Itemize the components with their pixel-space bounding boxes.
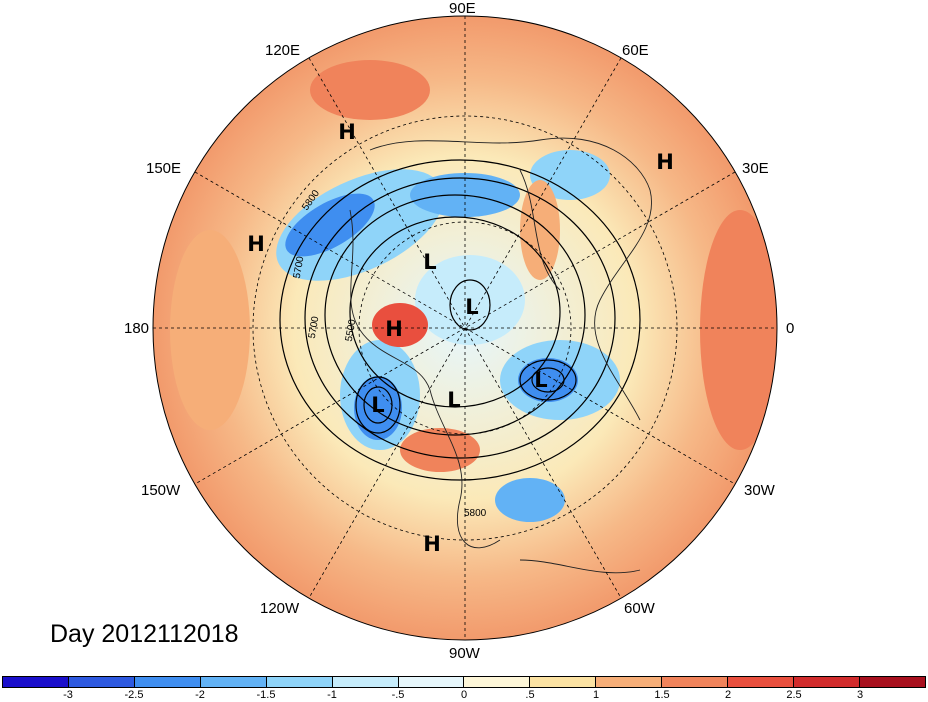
- colorbar-tick-label: -2.5: [124, 689, 144, 701]
- low-pressure-center: L: [371, 393, 385, 417]
- lon-label-30e: 30E: [742, 160, 769, 177]
- negative-anomaly-core: [354, 376, 402, 440]
- lon-label-60e: 60E: [622, 42, 649, 59]
- lon-label-30w: 30W: [744, 482, 775, 499]
- colorbar-swatch: [3, 677, 69, 687]
- colorbar-tick-label: .5: [525, 689, 535, 701]
- colorbar-tick-label: -.5: [391, 689, 405, 701]
- lon-label-120e: 120E: [265, 42, 301, 59]
- colorbar-swatch: [728, 677, 795, 687]
- lon-label-90e: 90E: [449, 0, 476, 17]
- lon-label-180: 180: [124, 320, 150, 337]
- colorbar-swatch: [134, 677, 201, 687]
- colorbar-swatch: [530, 677, 597, 687]
- colorbar-swatch: [398, 677, 465, 687]
- colorbar-tick-label: 2.5: [786, 689, 802, 701]
- colorbar-swatch: [266, 677, 333, 687]
- positive-anomaly-region: [520, 180, 560, 280]
- height-contours: [279, 159, 641, 481]
- high-pressure-center: H: [338, 120, 356, 144]
- colorbar-tick-label: -1.5: [256, 689, 276, 701]
- colorbar-swatch: [859, 677, 925, 687]
- high-pressure-center: H: [385, 317, 403, 341]
- lon-label-0: 0: [786, 320, 795, 337]
- graticule: [153, 16, 777, 640]
- positive-anomaly-region: [170, 230, 250, 430]
- high-pressure-center: H: [423, 532, 441, 556]
- lon-label-120w: 120W: [260, 600, 300, 617]
- contour-label: 5800: [464, 508, 487, 519]
- map-boundary: [152, 15, 778, 641]
- negative-anomaly-region: [415, 255, 525, 345]
- colorbar-swatch: [662, 677, 729, 687]
- colorbar-tick-label: 1.5: [654, 689, 670, 701]
- high-pressure-center: H: [247, 232, 265, 256]
- low-pressure-center: L: [423, 250, 437, 274]
- colorbar-tick-label: -3: [63, 689, 73, 701]
- colorbar-swatch: [200, 677, 267, 687]
- lon-label-60w: 60W: [624, 600, 655, 617]
- positive-anomaly-core: [372, 303, 428, 347]
- lon-label-150e: 150E: [146, 160, 182, 177]
- positive-anomaly-region: [700, 210, 777, 450]
- colorbar: [2, 676, 926, 688]
- colorbar-tick-label: 3: [856, 689, 864, 701]
- coastlines: [349, 137, 652, 574]
- date-title: Day 2012112018: [50, 620, 239, 648]
- negative-anomaly-core: [518, 358, 578, 402]
- colorbar-swatch: [332, 677, 399, 687]
- colorbar-swatch: [794, 677, 860, 687]
- colorbar-swatch: [464, 677, 531, 687]
- lon-label-150w: 150W: [141, 482, 181, 499]
- colorbar-tick-label: -2: [195, 689, 205, 701]
- colorbar-tick-label: 2: [724, 689, 732, 701]
- colorbar-swatch: [596, 677, 663, 687]
- high-pressure-center: H: [656, 150, 674, 174]
- colorbar-tick-label: -1: [327, 689, 337, 701]
- colorbar-swatch: [68, 677, 135, 687]
- colorbar-tick-label: 0: [460, 689, 468, 701]
- colorbar-tick-label: 1: [592, 689, 600, 701]
- low-pressure-center: L: [465, 295, 479, 319]
- lon-label-90w: 90W: [449, 645, 480, 662]
- negative-anomaly-region: [495, 478, 565, 522]
- low-pressure-center: L: [534, 368, 548, 392]
- low-pressure-center: L: [447, 388, 461, 412]
- positive-anomaly-region: [400, 428, 480, 472]
- negative-anomaly-core: [285, 193, 375, 257]
- positive-anomaly-region: [310, 60, 430, 120]
